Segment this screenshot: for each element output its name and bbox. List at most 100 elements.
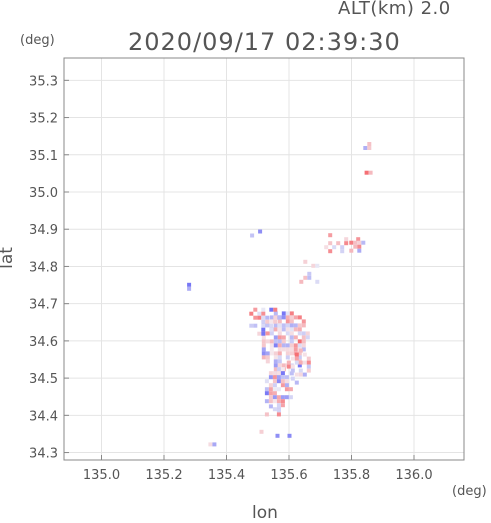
radar-cell bbox=[269, 347, 274, 352]
radar-cell bbox=[289, 319, 294, 324]
radar-cell bbox=[208, 442, 213, 447]
radar-cell bbox=[306, 356, 311, 361]
radar-cell bbox=[276, 399, 281, 404]
radar-cell bbox=[289, 347, 294, 352]
y-tick-label: 35.1 bbox=[29, 149, 58, 164]
y-tick-label: 34.9 bbox=[29, 223, 58, 238]
radar-cell bbox=[301, 319, 306, 324]
radar-cell bbox=[336, 241, 341, 246]
radar-cell bbox=[286, 364, 291, 369]
radar-cell bbox=[212, 442, 217, 447]
radar-cell bbox=[253, 323, 258, 328]
radar-cell bbox=[265, 355, 270, 360]
radar-cell bbox=[277, 331, 282, 336]
radar-cell bbox=[253, 307, 258, 312]
radar-cell bbox=[285, 343, 290, 348]
radar-cell bbox=[293, 343, 298, 348]
y-axis-unit: (deg) bbox=[20, 33, 55, 48]
radar-cells bbox=[187, 142, 373, 447]
radar-cell bbox=[297, 331, 302, 336]
radar-cell bbox=[361, 240, 366, 245]
y-tick-label: 35.2 bbox=[29, 112, 58, 127]
radar-cell bbox=[285, 315, 290, 320]
radar-cell bbox=[284, 383, 289, 388]
radar-cell bbox=[298, 348, 303, 353]
radar-cell bbox=[281, 339, 286, 344]
radar-cell bbox=[272, 387, 277, 392]
radar-cell bbox=[297, 315, 302, 320]
radar-cell bbox=[297, 339, 302, 344]
radar-cell bbox=[261, 347, 266, 352]
x-tick-label: 135.4 bbox=[208, 468, 245, 483]
radar-cell bbox=[277, 327, 282, 332]
radar-cell bbox=[356, 237, 361, 242]
radar-cell bbox=[280, 395, 285, 400]
radar-cell bbox=[249, 311, 254, 316]
radar-cell bbox=[290, 376, 295, 381]
radar-cell bbox=[301, 335, 306, 340]
y-tick-label: 34.7 bbox=[29, 298, 58, 313]
radar-cell bbox=[276, 367, 281, 372]
radar-cell bbox=[285, 327, 290, 332]
altitude-label: ALT(km) 2.0 bbox=[338, 0, 451, 19]
radar-cell bbox=[273, 315, 278, 320]
radar-cell bbox=[276, 403, 281, 408]
radar-cell bbox=[288, 387, 293, 392]
radar-cell bbox=[281, 335, 286, 340]
radar-cell bbox=[276, 371, 281, 376]
radar-cell bbox=[261, 343, 266, 348]
radar-cell bbox=[340, 245, 345, 250]
radar-cell bbox=[289, 315, 294, 320]
radar-cell bbox=[301, 323, 306, 328]
radar-cell bbox=[272, 407, 277, 412]
radar-cell bbox=[269, 319, 274, 324]
radar-cell bbox=[302, 360, 307, 365]
radar-cell bbox=[273, 311, 278, 316]
radar-cell bbox=[258, 229, 263, 234]
radar-cell bbox=[301, 347, 306, 352]
radar-cell bbox=[257, 331, 262, 336]
radar-cell bbox=[294, 352, 299, 357]
radar-cell bbox=[281, 343, 286, 348]
radar-cell bbox=[269, 307, 274, 312]
radar-cell bbox=[264, 399, 269, 404]
radar-cell bbox=[276, 387, 281, 392]
radar-cell bbox=[293, 327, 298, 332]
radar-cell bbox=[315, 279, 320, 284]
radar-cell bbox=[288, 395, 293, 400]
radar-cell bbox=[261, 339, 266, 344]
radar-cell bbox=[328, 249, 333, 254]
radar-cell bbox=[306, 360, 311, 365]
radar-cell bbox=[297, 351, 302, 356]
radar-cell bbox=[261, 331, 266, 336]
radar-cell bbox=[332, 245, 337, 250]
radar-cell bbox=[261, 323, 266, 328]
radar-cell bbox=[276, 395, 281, 400]
radar-cell bbox=[349, 240, 354, 245]
radar-cell bbox=[281, 323, 286, 328]
radar-cell bbox=[311, 263, 316, 268]
radar-cell bbox=[298, 372, 303, 377]
radar-cell bbox=[353, 244, 358, 249]
radar-cell bbox=[289, 331, 294, 336]
radar-cell bbox=[290, 356, 295, 361]
x-tick-label: 135.8 bbox=[333, 468, 370, 483]
radar-cell bbox=[249, 323, 254, 328]
radar-cell bbox=[269, 331, 274, 336]
radar-cell bbox=[277, 355, 282, 360]
radar-cell bbox=[303, 275, 308, 280]
radar-cell bbox=[353, 240, 358, 245]
radar-cell bbox=[277, 339, 282, 344]
radar-cell bbox=[289, 335, 294, 340]
radar-cell bbox=[301, 343, 306, 348]
radar-cell bbox=[281, 327, 286, 332]
radar-cell bbox=[268, 371, 273, 376]
radar-cell bbox=[286, 360, 291, 365]
radar-cell bbox=[305, 335, 310, 340]
radar-cell bbox=[265, 323, 270, 328]
radar-cell bbox=[307, 275, 312, 280]
radar-cell bbox=[277, 347, 282, 352]
radar-cell bbox=[261, 307, 266, 312]
radar-cell bbox=[272, 379, 277, 384]
radar-cell bbox=[298, 368, 303, 373]
